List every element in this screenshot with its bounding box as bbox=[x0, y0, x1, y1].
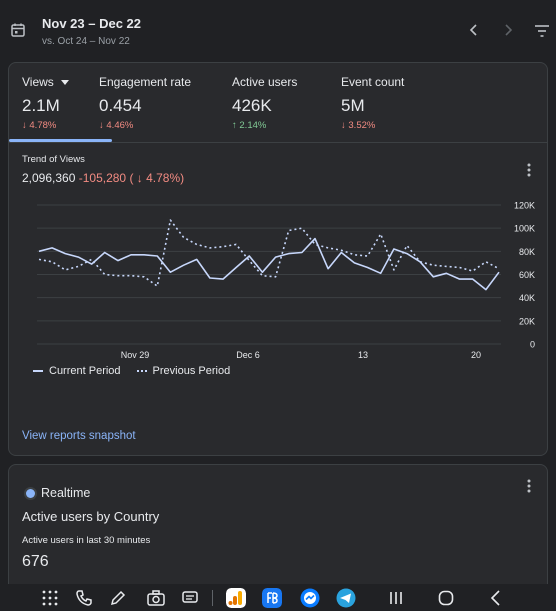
series-line-current bbox=[38, 237, 500, 291]
metric-label-views[interactable]: Views bbox=[22, 75, 70, 89]
series-line-previous bbox=[38, 219, 500, 287]
trend-total: 2,096,360 bbox=[22, 171, 76, 185]
views-trend-chart: 120K 100K 80K 60K 40K 20K 0 Nov 29 Dec 6 13 20 bbox=[37, 201, 535, 358]
more-vert-icon[interactable] bbox=[527, 163, 531, 177]
metric-event-count[interactable]: Event count 5M ↓ 3.52% bbox=[341, 75, 404, 131]
phone-icon[interactable] bbox=[74, 588, 94, 608]
compare-range: vs. Oct 24 – Nov 22 bbox=[42, 36, 130, 47]
realtime-subtitle: Active users by Country bbox=[22, 509, 160, 524]
y-tick-label: 40K bbox=[519, 293, 535, 303]
taskbar bbox=[0, 584, 556, 611]
realtime-value: 676 bbox=[22, 553, 49, 570]
metric-value: 5M bbox=[341, 96, 365, 115]
metrics-card: Views 2.1M ↓ 4.78% Engagement rate 0.454… bbox=[8, 62, 548, 456]
x-tick-label: Nov 29 bbox=[121, 350, 150, 358]
y-tick-label: 20K bbox=[519, 316, 535, 326]
chevron-right-icon[interactable] bbox=[500, 22, 516, 38]
realtime-title: Realtime bbox=[41, 486, 91, 500]
chevron-left-icon[interactable] bbox=[466, 22, 482, 38]
dropdown-icon[interactable] bbox=[61, 80, 70, 86]
metric-value: 0.454 bbox=[99, 96, 142, 115]
legend-previous: Previous Period bbox=[152, 365, 231, 377]
metric-label: Event count bbox=[341, 75, 405, 89]
metric-label: Engagement rate bbox=[99, 75, 192, 89]
taskbar-divider bbox=[212, 590, 213, 606]
back-icon[interactable] bbox=[486, 588, 506, 608]
realtime-label: Active users in last 30 minutes bbox=[22, 535, 151, 546]
chat-icon[interactable] bbox=[180, 588, 200, 608]
x-tick-label: Dec 6 bbox=[236, 350, 260, 358]
realtime-indicator bbox=[26, 489, 35, 498]
apps-grid-icon[interactable] bbox=[40, 588, 60, 608]
date-range[interactable]: Nov 23 – Dec 22 bbox=[42, 16, 142, 31]
chart-legend: Current Period Previous Period bbox=[33, 365, 230, 377]
x-tick-label: 13 bbox=[358, 350, 368, 358]
metric-views[interactable]: Views 2.1M ↓ 4.78% bbox=[22, 75, 70, 131]
trend-change: -105,280 ( ↓ 4.78%) bbox=[78, 171, 185, 185]
telegram-app-icon[interactable] bbox=[336, 588, 356, 608]
y-tick-label: 60K bbox=[519, 270, 535, 280]
trend-title: Trend of Views bbox=[22, 154, 85, 165]
metric-active-users[interactable]: Active users 426K ↑ 2.14% bbox=[232, 75, 297, 131]
metric-delta: ↓ 4.78% bbox=[22, 120, 57, 131]
metric-value: 426K bbox=[232, 96, 272, 115]
legend-solid-swatch bbox=[33, 370, 43, 372]
messenger-app-icon[interactable] bbox=[300, 588, 320, 608]
x-tick-label: 20 bbox=[471, 350, 481, 358]
calendar-icon bbox=[11, 23, 25, 37]
y-tick-label: 100K bbox=[514, 224, 535, 234]
filter-icon[interactable] bbox=[534, 24, 550, 38]
fb-app-icon[interactable] bbox=[262, 588, 282, 608]
legend-dotted-swatch bbox=[136, 370, 147, 372]
metric-delta: ↓ 4.46% bbox=[99, 120, 134, 131]
y-tick-label: 80K bbox=[519, 247, 535, 257]
camera-icon[interactable] bbox=[146, 588, 166, 608]
metric-delta: ↓ 3.52% bbox=[341, 120, 376, 131]
recents-icon[interactable] bbox=[386, 588, 406, 608]
legend-current: Current Period bbox=[49, 365, 121, 377]
metric-value: 2.1M bbox=[22, 96, 60, 115]
analytics-app-icon[interactable] bbox=[226, 588, 246, 608]
date-range-bar[interactable]: Nov 23 – Dec 22 vs. Oct 24 – Nov 22 bbox=[0, 0, 556, 56]
trend-values: 2,096,360 -105,280 ( ↓ 4.78%) bbox=[22, 171, 184, 185]
home-icon[interactable] bbox=[436, 588, 456, 608]
metric-delta: ↑ 2.14% bbox=[232, 120, 267, 131]
selected-tab-indicator bbox=[9, 139, 112, 142]
y-tick-label: 0 bbox=[530, 340, 535, 350]
pen-icon[interactable] bbox=[108, 588, 128, 608]
y-tick-label: 120K bbox=[514, 201, 535, 211]
view-reports-snapshot-link[interactable]: View reports snapshot bbox=[22, 430, 136, 442]
metric-label: Active users bbox=[232, 75, 298, 89]
metric-engagement[interactable]: Engagement rate 0.454 ↓ 4.46% bbox=[99, 75, 191, 131]
divider bbox=[9, 142, 547, 143]
more-vert-icon[interactable] bbox=[527, 479, 531, 493]
